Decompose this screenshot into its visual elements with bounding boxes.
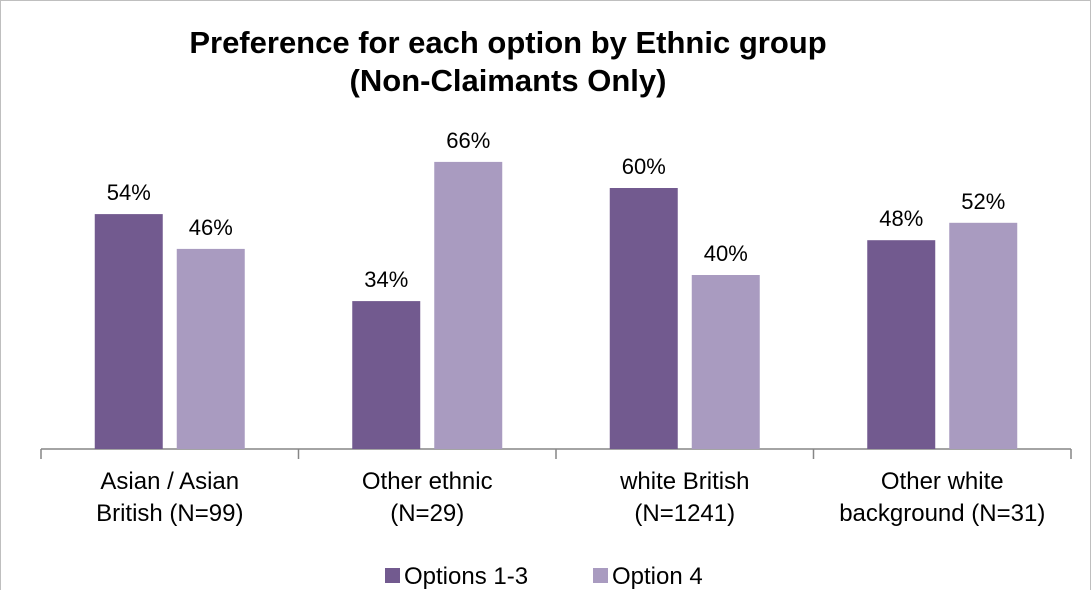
data-label-options-1-3: 60% bbox=[622, 154, 666, 179]
bar-options-1-3 bbox=[94, 214, 163, 449]
legend: Options 1-3 Option 4 bbox=[385, 563, 703, 590]
category-label: Asian / Asian bbox=[100, 468, 239, 495]
data-label-option-4: 52% bbox=[961, 189, 1005, 214]
bar-options-1-3 bbox=[867, 240, 936, 449]
legend-label-options-1-3: Options 1-3 bbox=[404, 563, 528, 590]
chart-subtitle: (Non-Claimants Only) bbox=[350, 63, 667, 98]
legend-label-option-4: Option 4 bbox=[612, 563, 703, 590]
data-label-option-4: 66% bbox=[446, 128, 490, 153]
bar-option-4 bbox=[949, 222, 1018, 449]
bar-option-4 bbox=[176, 248, 245, 449]
data-label-options-1-3: 34% bbox=[364, 267, 408, 292]
category-label: Other white bbox=[881, 468, 1004, 495]
legend-swatch-option-4 bbox=[593, 568, 608, 583]
category-label: (N=29) bbox=[390, 500, 464, 527]
chart-title: Preference for each option by Ethnic gro… bbox=[189, 25, 826, 60]
category-label: (N=1241) bbox=[634, 500, 735, 527]
data-label-options-1-3: 54% bbox=[107, 180, 151, 205]
plot-area: 54% 46% Asian / Asian British (N=99) 34% 66% O… bbox=[40, 128, 1072, 527]
data-label-option-4: 46% bbox=[189, 215, 233, 240]
category-label: background (N=31) bbox=[839, 500, 1045, 527]
data-label-option-4: 40% bbox=[704, 241, 748, 266]
legend-swatch-options-1-3 bbox=[385, 568, 400, 583]
category-label: Other ethnic bbox=[362, 468, 493, 495]
data-label-options-1-3: 48% bbox=[879, 206, 923, 231]
bar-option-4 bbox=[434, 161, 503, 449]
bar-option-4 bbox=[691, 275, 760, 449]
bar-options-1-3 bbox=[609, 188, 678, 449]
category-label: white British bbox=[619, 468, 749, 495]
bar-options-1-3 bbox=[352, 301, 421, 449]
category-label: British (N=99) bbox=[96, 500, 243, 527]
